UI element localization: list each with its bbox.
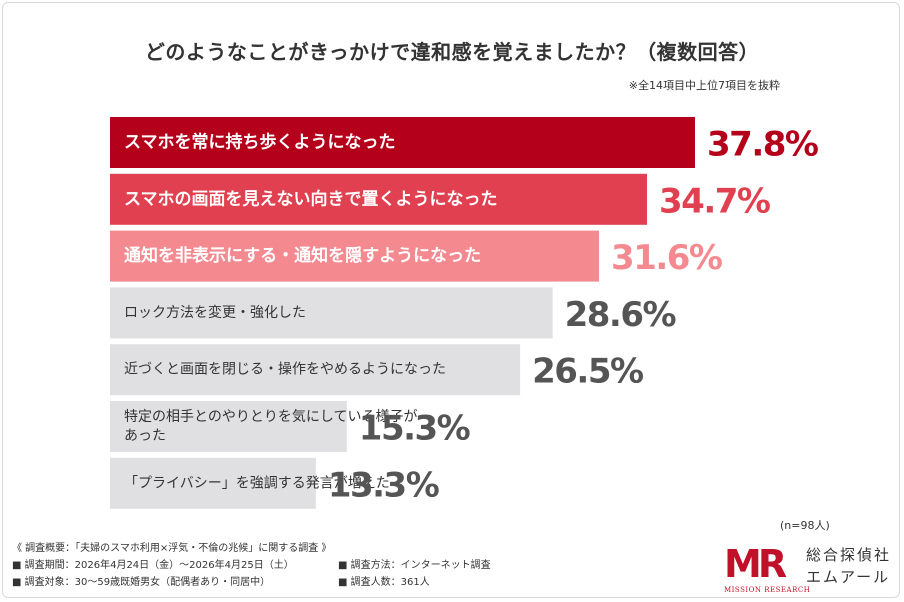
logo-name-line1: 総合探偵社: [806, 546, 892, 564]
survey-count: ■ 調査人数：361人: [338, 577, 430, 588]
value-label-4: 28.6%: [565, 295, 676, 335]
bar-label-1: スマホを常に持ち歩くようになった: [124, 132, 396, 153]
bar-6: [110, 401, 347, 452]
footer-row: ■ 調査期間：2026年4月24日（金）〜2026年4月25日（土） ■ 調査方…: [12, 557, 491, 574]
value-label-7: 13.3%: [328, 465, 439, 505]
survey-method: ■ 調査方法：インターネット調査: [338, 560, 491, 571]
value-label-5: 26.5%: [532, 352, 643, 392]
survey-period: ■ 調査期間：2026年4月24日（金）〜2026年4月25日（土）: [12, 560, 294, 571]
bar-2: [110, 173, 648, 225]
value-label-6: 15.3%: [359, 409, 470, 449]
footer-row: ■ 調査対象：30〜59歳既婚男女（配偶者あり・同居中） ■ 調査人数：361人: [12, 574, 491, 591]
value-label-1: 37.8%: [707, 125, 818, 165]
value-label-3: 31.6%: [611, 238, 722, 278]
logo-name-line2: エムアール: [806, 568, 891, 586]
overview-title: 《 調査概要：「夫婦のスマホ利用×浮気・不倫の兆候」に関する調査 》: [12, 543, 332, 554]
logo-company-name: 総合探偵社 エムアール: [806, 544, 891, 588]
bar-4: [110, 287, 553, 339]
chart-note: ※全14項目中上位7項目を抜粋: [628, 79, 780, 92]
bar-3: [110, 230, 600, 282]
bar-label-6: あった: [124, 428, 166, 444]
survey-target: ■ 調査対象：30〜59歳既婚男女（配偶者あり・同居中）: [12, 577, 271, 588]
sample-size: (n=98人): [780, 519, 830, 532]
logo-subtitle: MISSION RESEARCH: [724, 586, 811, 594]
bar-label-2: スマホの画面を見えない向きで置くようになった: [124, 188, 498, 209]
bar-chart: スマホを常に持ち歩くようになった 37.8% スマホの画面を見えない向きで置くように…: [110, 117, 819, 509]
bar-label-6: 特定の相手とのやりとりを気にしている様子が: [124, 409, 417, 425]
bar-label-4: ロック方法を変更・強化した: [124, 304, 306, 321]
bar-1: [110, 117, 695, 168]
bar-5: [110, 344, 521, 396]
logo-mark: MR: [724, 542, 787, 586]
bar-label-3: 通知を非表示にする・通知を隠すようになった: [124, 245, 481, 266]
value-label-2: 34.7%: [659, 181, 770, 221]
survey-overview: 《 調査概要：「夫婦のスマホ利用×浮気・不倫の兆候」に関する調査 》 ■ 調査期…: [12, 540, 491, 591]
bar-7: [110, 457, 316, 509]
company-logo: MR MISSION RESEARCH 総合探偵社 エムアール: [724, 540, 894, 596]
bar-label-5: 近づくと画面を閉じる・操作をやめるようになった: [124, 362, 446, 378]
chart-title: どのようなことがきっかけで違和感を覚えましたか？（複数回答）: [144, 40, 760, 64]
bar-label-7: 「プライバシー」を強調する発言が増えた: [124, 475, 390, 491]
